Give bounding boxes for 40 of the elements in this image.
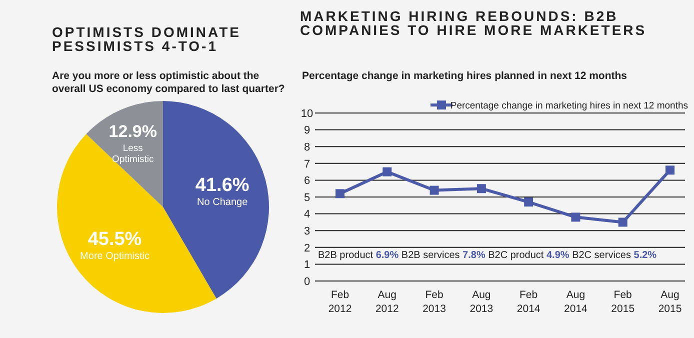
x-tick-label: Aug 2013	[470, 289, 494, 315]
x-tick-label: Aug 2012	[375, 289, 399, 315]
y-tick-label: 8	[304, 141, 310, 154]
point	[336, 189, 344, 198]
point	[618, 218, 628, 227]
y-tick-label: 6	[304, 175, 310, 188]
chart-subtitle: Are you more or less optimistic about the overall US economy compared to last quarter?	[52, 70, 285, 95]
x-tick-label: Feb 2014	[516, 289, 540, 315]
point	[476, 184, 486, 194]
y-tick-label: 7	[304, 158, 310, 170]
point	[571, 212, 580, 222]
point	[666, 166, 674, 175]
point	[382, 167, 392, 176]
slice-label: No Change	[197, 196, 248, 208]
text: B2B product 6.9% B2B services 7.8% B2C product 4.9% B2C services 5.2%	[318, 250, 657, 261]
y-tick-label: 10	[300, 108, 314, 120]
point	[524, 198, 534, 207]
y-tick-label: 2	[304, 242, 310, 254]
x-tick-label: Feb 2015	[611, 289, 635, 315]
legend-label: Percentage change in marketing hires in next 12 months	[450, 100, 688, 112]
data-label: 41.6%	[195, 174, 250, 196]
y-tick-label: 5	[304, 192, 310, 204]
slice-label: Less Optimistic	[112, 142, 154, 165]
y-tick-label: 1	[304, 259, 310, 272]
pie-slice	[163, 101, 269, 299]
chart-subtitle: Percentage change in marketing hires planned in next 12 months	[302, 70, 628, 82]
y-tick-label: 3	[304, 225, 310, 238]
x-tick-label: Aug 2015	[658, 289, 682, 315]
x-tick-label: Feb 2013	[422, 289, 446, 315]
chart-title: OPTIMISTS DOMINATE PESSIMISTS 4-TO-1	[52, 24, 241, 54]
data-label: 12.9%	[108, 122, 158, 141]
x-tick-label: Feb 2012	[328, 289, 352, 315]
chart-title: MARKETING HIRING REBOUNDS: B2B COMPANIES TO HIRE MORE MARKETERS	[300, 8, 647, 38]
y-tick-label: 4	[304, 208, 310, 221]
data-label: 45.5%	[88, 229, 142, 250]
slice-label: More Optimistic	[80, 251, 150, 262]
x-tick-label: Aug 2014	[564, 289, 588, 315]
point	[430, 186, 439, 195]
y-tick-label: 0	[304, 276, 310, 288]
y-tick-label: 9	[304, 124, 310, 137]
